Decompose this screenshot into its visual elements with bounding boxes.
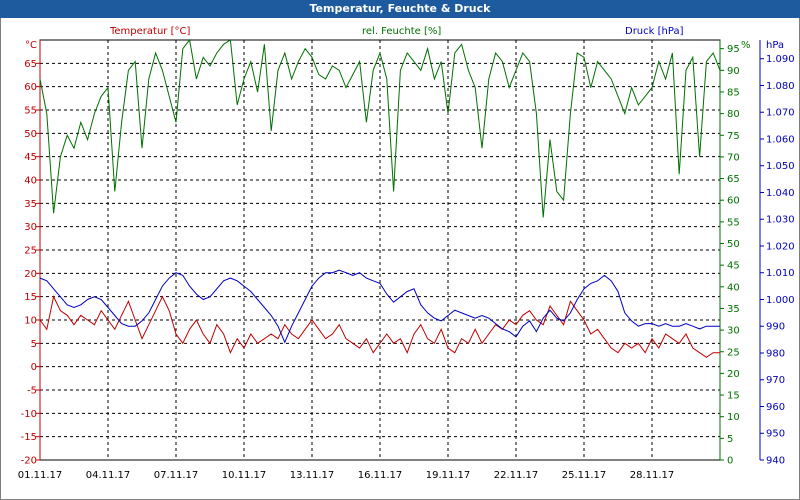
humidity-tick-label: 35 (727, 304, 740, 315)
temperature-tick-label: 55 (24, 106, 37, 117)
temperature-tick-label: -5 (27, 386, 37, 397)
humidity-tick-label: 90 (727, 66, 740, 77)
chart-title: Temperatur, Feuchte & Druck (0, 0, 800, 18)
temperature-tick-label: 65 (24, 59, 37, 70)
pressure-tick-label: 1.060 (766, 134, 795, 145)
humidity-tick-label: 50 (727, 239, 740, 250)
pressure-tick-label: 950 (766, 429, 785, 440)
pressure-tick-label: 1.070 (766, 108, 795, 119)
chart-canvas: Temperatur [°C] rel. Feuchte [%] Druck [… (18, 26, 795, 481)
humidity-tick-label: 60 (727, 196, 740, 207)
temperature-tick-label: 30 (24, 222, 37, 233)
humidity-tick-label: 75 (727, 131, 740, 142)
temperature-tick-label: 10 (24, 316, 37, 327)
humidity-tick-label: 65 (727, 174, 740, 185)
temperature-tick-label: 5 (31, 339, 37, 350)
humidity-tick-label: 95 (727, 44, 740, 55)
x-tick-label: 22.11.17 (494, 470, 539, 481)
humidity-unit-label: % (741, 40, 751, 51)
temperature-axis-label: Temperatur [°C] (109, 26, 190, 37)
humidity-series-line (39, 38, 721, 218)
temperature-tick-label: 25 (24, 246, 37, 257)
x-tick-label: 28.11.17 (630, 470, 675, 481)
pressure-tick-label: 990 (766, 322, 785, 333)
temperature-series-line (39, 295, 720, 358)
x-tick-label: 07.11.17 (154, 470, 199, 481)
temperature-tick-label: 35 (24, 199, 37, 210)
pressure-tick-label: 1.050 (766, 161, 795, 172)
temperature-tick-label: -20 (21, 456, 37, 467)
temperature-tick-label: 0 (31, 362, 37, 373)
grid (39, 39, 721, 461)
temperature-tick-label: 15 (24, 292, 37, 303)
humidity-tick-label: 55 (727, 217, 740, 228)
humidity-tick-label: 45 (727, 261, 740, 272)
temperature-tick-label: 50 (24, 129, 37, 140)
x-tick-label: 04.11.17 (86, 470, 131, 481)
temperature-tick-label: 20 (24, 269, 37, 280)
humidity-tick-label: 80 (727, 109, 740, 120)
humidity-tick-label: 10 (727, 412, 740, 423)
series-lines (39, 38, 721, 358)
pressure-tick-label: 1.000 (766, 295, 795, 306)
humidity-tick-label: 25 (727, 347, 740, 358)
pressure-unit-label: hPa (766, 40, 784, 51)
temperature-tick-label: 45 (24, 152, 37, 163)
pressure-tick-label: 960 (766, 402, 785, 413)
humidity-tick-label: 85 (727, 87, 740, 98)
pressure-series-line (39, 269, 720, 344)
x-tick-label: 13.11.17 (290, 470, 335, 481)
temperature-tick-label: 60 (24, 82, 37, 93)
pressure-tick-label: 1.090 (766, 54, 795, 65)
humidity-tick-label: 40 (727, 282, 740, 293)
x-tick-label: 25.11.17 (562, 470, 607, 481)
temperature-unit-label: °C (25, 40, 37, 51)
humidity-axis-label: rel. Feuchte [%] (362, 26, 441, 37)
x-tick-label: 16.11.17 (358, 470, 403, 481)
pressure-tick-label: 970 (766, 375, 785, 386)
pressure-tick-label: 1.020 (766, 241, 795, 252)
pressure-tick-label: 1.030 (766, 215, 795, 226)
humidity-tick-label: 20 (727, 369, 740, 380)
humidity-tick-label: 15 (727, 391, 740, 402)
temperature-tick-label: -15 (21, 432, 37, 443)
humidity-tick-label: 70 (727, 152, 740, 163)
x-tick-label: 19.11.17 (426, 470, 471, 481)
humidity-tick-label: 0 (727, 456, 733, 467)
x-tick-label: 01.11.17 (18, 470, 63, 481)
axes: 01.11.17 04.11.17 07.11.17 10.11.17 13.11.17… (18, 40, 795, 481)
pressure-tick-label: 1.040 (766, 188, 795, 199)
pressure-tick-label: 940 (766, 456, 785, 467)
pressure-tick-label: 1.010 (766, 268, 795, 279)
humidity-tick-label: 30 (727, 326, 740, 337)
humidity-tick-label: 5 (727, 434, 733, 445)
x-tick-label: 10.11.17 (222, 470, 267, 481)
pressure-axis-label: Druck [hPa] (625, 26, 684, 37)
pressure-tick-label: 980 (766, 348, 785, 359)
pressure-tick-label: 1.080 (766, 81, 795, 92)
temperature-tick-label: 40 (24, 176, 37, 187)
temperature-tick-label: -10 (21, 409, 37, 420)
